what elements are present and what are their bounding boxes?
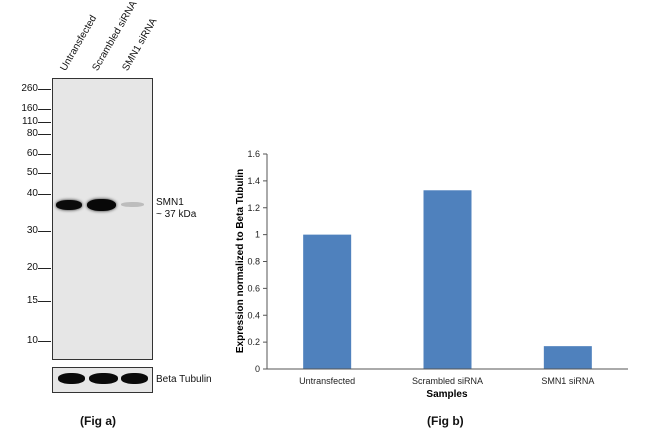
mw-tick	[38, 341, 51, 342]
mw-marker-60: 60	[26, 148, 38, 159]
y-axis-title: Expression normalized to Beta Tubulin	[235, 169, 246, 353]
band-untransfected	[56, 200, 82, 210]
main-blot-image	[52, 78, 153, 360]
mw-tick	[38, 173, 51, 174]
y-tick-label: 1	[255, 230, 260, 240]
mw-marker-15: 15	[26, 295, 38, 306]
control-label: Beta Tubulin	[156, 374, 212, 385]
mw-tick	[38, 194, 51, 195]
mw-tick	[38, 134, 51, 135]
bar-untransfected	[303, 234, 352, 369]
mw-tick	[38, 301, 51, 302]
y-tick-label: 0.8	[247, 257, 260, 267]
mw-marker-110: 110	[22, 116, 38, 127]
band-smn1-sirna	[121, 202, 144, 207]
band-label-protein: SMN1	[156, 197, 184, 208]
x-tick-label: Scrambled siRNA	[412, 376, 483, 386]
mw-marker-30: 30	[26, 225, 38, 236]
y-tick-label: 0	[255, 364, 260, 374]
mw-tick	[38, 154, 51, 155]
mw-marker-50: 50	[26, 167, 38, 178]
mw-marker-40: 40	[26, 188, 38, 199]
band-scrambled-sirna	[87, 199, 116, 211]
band-label-size: ~ 37 kDa	[156, 209, 197, 220]
bar-scrambled-sirna	[423, 190, 472, 369]
x-tick-label: SMN1 siRNA	[541, 376, 594, 386]
y-tick-label: 0.6	[247, 283, 260, 293]
control-band-scrambled-sirna	[89, 373, 118, 384]
mw-tick	[38, 122, 51, 123]
x-axis-title: Samples	[426, 389, 468, 400]
y-tick-label: 1.4	[247, 176, 260, 186]
mw-tick	[38, 89, 51, 90]
y-tick-label: 1.6	[247, 149, 260, 159]
mw-marker-260: 260	[21, 83, 38, 94]
control-band-smn1-sirna	[121, 373, 148, 384]
mw-marker-80: 80	[26, 128, 38, 139]
y-tick-label: 0.2	[247, 337, 260, 347]
figure-a-caption: (Fig a)	[80, 414, 116, 428]
mw-marker-20: 20	[26, 262, 38, 273]
mw-tick	[38, 109, 51, 110]
y-tick-label: 0.4	[247, 310, 260, 320]
figure-b-caption: (Fig b)	[427, 414, 464, 428]
x-tick-label: Untransfected	[299, 376, 355, 386]
mw-marker-160: 160	[21, 103, 38, 114]
mw-tick	[38, 268, 51, 269]
control-band-untransfected	[58, 373, 85, 384]
bar-smn1-sirna	[543, 346, 592, 369]
mw-tick	[38, 231, 51, 232]
y-tick-label: 1.2	[247, 203, 260, 213]
mw-marker-10: 10	[26, 335, 38, 346]
